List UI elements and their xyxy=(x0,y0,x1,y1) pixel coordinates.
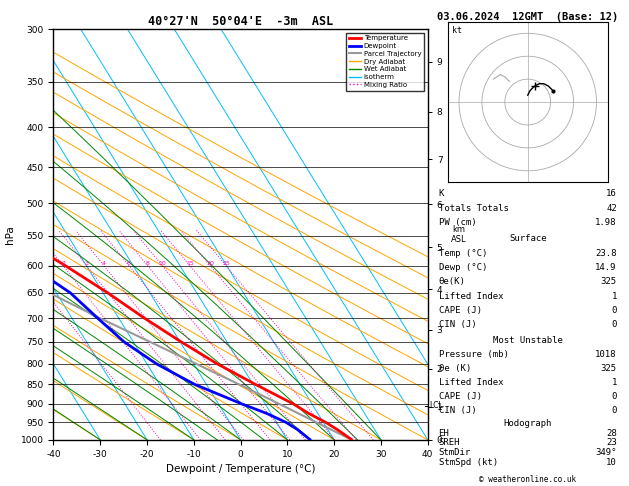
Text: 15: 15 xyxy=(186,260,194,265)
Text: 10: 10 xyxy=(606,458,617,467)
Text: CAPE (J): CAPE (J) xyxy=(438,306,482,315)
Text: 14.9: 14.9 xyxy=(595,263,617,272)
Text: 0: 0 xyxy=(611,406,617,415)
Text: Surface: Surface xyxy=(509,234,547,243)
Text: 23.8: 23.8 xyxy=(595,249,617,258)
Legend: Temperature, Dewpoint, Parcel Trajectory, Dry Adiabat, Wet Adiabat, Isotherm, Mi: Temperature, Dewpoint, Parcel Trajectory… xyxy=(346,33,424,90)
Text: 2: 2 xyxy=(61,260,65,265)
Text: 42: 42 xyxy=(606,204,617,213)
Text: 10: 10 xyxy=(159,260,166,265)
Text: StmDir: StmDir xyxy=(438,448,471,457)
Text: Hodograph: Hodograph xyxy=(504,419,552,428)
Text: 0: 0 xyxy=(611,392,617,401)
Text: SREH: SREH xyxy=(438,438,460,447)
Text: 1.98: 1.98 xyxy=(595,218,617,227)
Text: K: K xyxy=(438,189,444,198)
Text: 0: 0 xyxy=(611,306,617,315)
Text: 6: 6 xyxy=(127,260,131,265)
Text: θe (K): θe (K) xyxy=(438,364,471,373)
Text: θe(K): θe(K) xyxy=(438,278,465,286)
Text: 16: 16 xyxy=(606,189,617,198)
Text: Temp (°C): Temp (°C) xyxy=(438,249,487,258)
Text: StmSpd (kt): StmSpd (kt) xyxy=(438,458,498,467)
Text: Pressure (mb): Pressure (mb) xyxy=(438,350,508,359)
Y-axis label: km
ASL: km ASL xyxy=(452,225,467,244)
Text: 0: 0 xyxy=(611,320,617,330)
Text: 25: 25 xyxy=(222,260,230,265)
Text: 03.06.2024  12GMT  (Base: 12): 03.06.2024 12GMT (Base: 12) xyxy=(437,12,618,22)
Text: kt: kt xyxy=(452,26,462,35)
Text: 23: 23 xyxy=(606,438,617,447)
Text: CAPE (J): CAPE (J) xyxy=(438,392,482,401)
Text: CIN (J): CIN (J) xyxy=(438,406,476,415)
Text: 3: 3 xyxy=(84,260,89,265)
Text: 1: 1 xyxy=(611,292,617,301)
Text: © weatheronline.co.uk: © weatheronline.co.uk xyxy=(479,474,576,484)
Text: Totals Totals: Totals Totals xyxy=(438,204,508,213)
X-axis label: Dewpoint / Temperature (°C): Dewpoint / Temperature (°C) xyxy=(166,464,315,474)
Text: EH: EH xyxy=(438,429,449,437)
Text: 20: 20 xyxy=(206,260,214,265)
Text: 325: 325 xyxy=(601,364,617,373)
Text: 1018: 1018 xyxy=(595,350,617,359)
Text: 4: 4 xyxy=(102,260,106,265)
Text: CIN (J): CIN (J) xyxy=(438,320,476,330)
Text: 28: 28 xyxy=(606,429,617,437)
Text: 8: 8 xyxy=(145,260,149,265)
Title: 40°27'N  50°04'E  -3m  ASL: 40°27'N 50°04'E -3m ASL xyxy=(148,15,333,28)
Text: 1: 1 xyxy=(611,378,617,387)
Text: Dewp (°C): Dewp (°C) xyxy=(438,263,487,272)
Y-axis label: hPa: hPa xyxy=(5,225,15,244)
Text: Most Unstable: Most Unstable xyxy=(493,336,563,345)
Text: Lifted Index: Lifted Index xyxy=(438,292,503,301)
Text: 349°: 349° xyxy=(595,448,617,457)
Text: LCL: LCL xyxy=(429,401,443,410)
Text: Lifted Index: Lifted Index xyxy=(438,378,503,387)
Text: PW (cm): PW (cm) xyxy=(438,218,476,227)
Text: 325: 325 xyxy=(601,278,617,286)
